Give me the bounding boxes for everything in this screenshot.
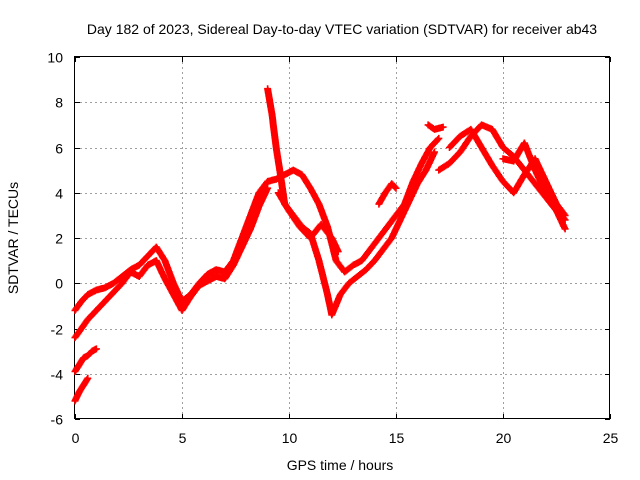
series-4-markers [71,374,92,405]
x-tick-label: 0 [72,430,80,446]
y-tick-label: 4 [55,186,63,202]
y-tick-label: -6 [51,412,64,428]
series-7-markers [375,180,400,208]
y-tick-label: -2 [51,322,64,338]
series-6-markers [274,189,342,256]
series-3-markers [71,345,100,375]
x-axis-label: GPS time / hours [287,457,394,473]
y-tick-label: 6 [55,141,63,157]
y-tick-label: 10 [47,50,63,66]
x-tick-label: 5 [179,430,187,446]
grid [75,57,610,419]
series-11-markers [499,139,569,224]
x-tick-label: 10 [282,430,298,446]
plot-frame [74,56,610,419]
chart-title: Day 182 of 2023, Sidereal Day-to-day VTE… [87,21,597,37]
series-2-markers [71,184,272,342]
y-tick-label: 2 [55,231,63,247]
y-axis-label: SDTVAR / TECUs [5,182,21,294]
series-8-markers [424,121,447,133]
series-1-markers [71,134,443,314]
series-group [71,85,569,405]
axis-ticks: 0 5 10 15 20 25 -6 -4 -2 0 2 4 6 8 10 [47,50,618,447]
y-tick-label: 0 [55,276,63,292]
x-tick-label: 25 [603,430,619,446]
y-tick-label: -4 [51,367,64,383]
x-tick-label: 20 [496,430,512,446]
y-tick-label: 8 [55,95,63,111]
x-tick-label: 15 [389,430,405,446]
